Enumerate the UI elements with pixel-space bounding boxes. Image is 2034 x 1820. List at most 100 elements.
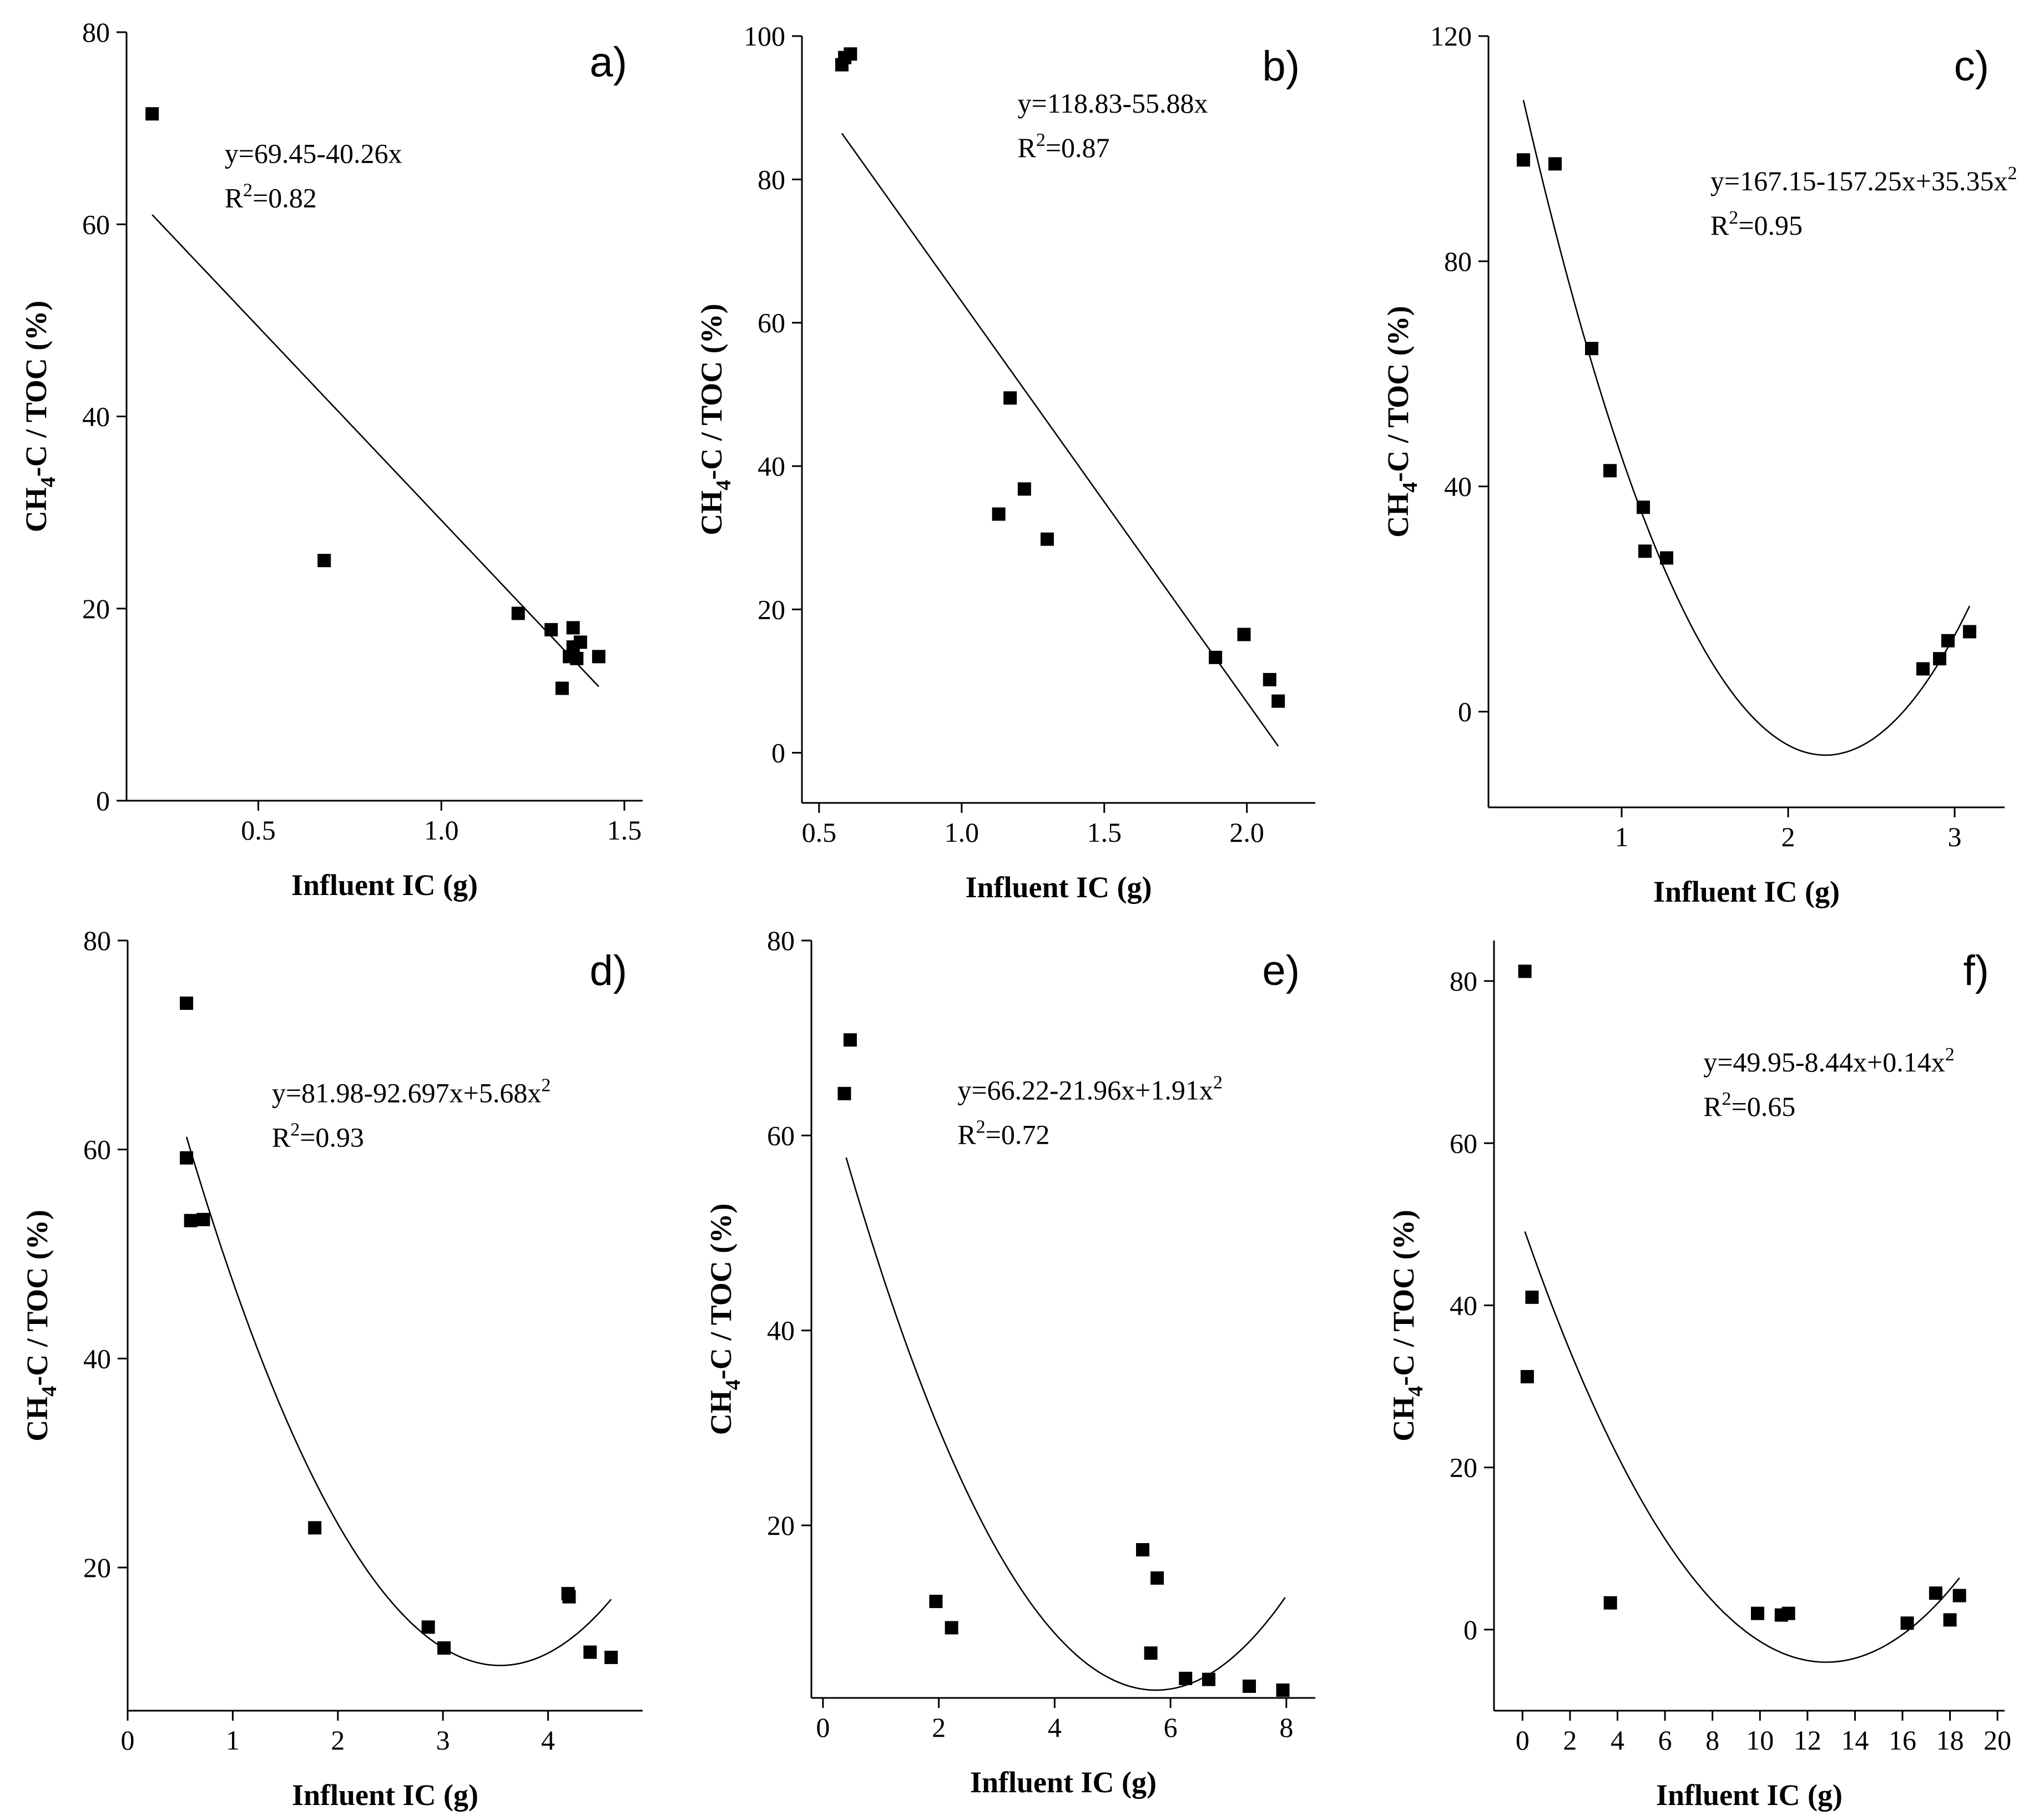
y-tick-label: 40 (767, 1315, 795, 1346)
y-axis-title-rest: -C / TOC (%) (19, 301, 53, 477)
data-point (592, 650, 605, 664)
data-point (562, 1590, 576, 1604)
data-point (1943, 1613, 1957, 1627)
data-point (1638, 544, 1652, 558)
r-squared: R2=0.82 (225, 180, 317, 213)
x-tick-label: 4 (1048, 1712, 1062, 1743)
x-axis-title: Influent IC (g) (970, 1766, 1157, 1799)
y-axis-title-sub: 4 (712, 480, 735, 491)
data-point (1963, 625, 1976, 639)
x-tick-label: 0.5 (802, 817, 837, 848)
y-axis-title-sub: 4 (37, 477, 60, 487)
x-tick-label: 20 (1983, 1725, 2011, 1756)
fit-equation: y=49.95-8.44x+0.14x2 (1703, 1044, 1955, 1078)
fit-curve (845, 1157, 1286, 1691)
r-squared: R2=0.72 (957, 1117, 1049, 1150)
x-axis-title: Influent IC (g) (1656, 1778, 1843, 1812)
data-point (1243, 1679, 1256, 1693)
x-tick-label: 3 (1948, 821, 1962, 852)
y-tick-label: 40 (1450, 1290, 1477, 1321)
data-point (573, 635, 587, 649)
data-point (437, 1641, 451, 1655)
x-tick-label: 3 (436, 1725, 450, 1756)
data-point (308, 1521, 322, 1535)
fit-equation: y=118.83-55.88x (1018, 88, 1208, 119)
data-point (1750, 1606, 1764, 1620)
x-tick-label: 1 (226, 1725, 240, 1756)
y-axis-title-main: CH (1387, 1397, 1420, 1442)
data-point (180, 1151, 194, 1165)
y-axis-title-main: CH (695, 491, 728, 535)
data-point (1603, 464, 1617, 478)
y-tick-label: 60 (83, 1134, 111, 1165)
y-axis-title: CH4-C / TOC (%) (21, 1210, 61, 1442)
x-tick-label: 0.5 (241, 815, 276, 846)
data-point (1040, 532, 1054, 546)
panel-label: b) (1262, 43, 1300, 90)
y-tick-label: 40 (1444, 471, 1472, 502)
y-axis-title-rest: -C / TOC (%) (1387, 1210, 1420, 1386)
y-axis-title-rest: -C / TOC (%) (695, 304, 728, 480)
data-point (583, 1645, 597, 1659)
y-axis-title-main: CH (1381, 493, 1415, 538)
x-tick-label: 1.0 (424, 815, 459, 846)
data-point (1202, 1672, 1215, 1686)
data-point (1209, 650, 1223, 664)
x-tick-label: 2 (331, 1725, 345, 1756)
data-point (196, 1212, 210, 1226)
data-point (180, 996, 194, 1010)
fit-equation: y=69.45-40.26x (225, 138, 402, 169)
data-point (1179, 1671, 1193, 1685)
fit-equation: y=66.22-21.96x+1.91x2 (957, 1073, 1223, 1106)
panel-label: a) (589, 39, 627, 86)
y-axis-title-sub: 4 (1399, 482, 1422, 493)
fit-curve (152, 214, 599, 687)
x-tick-label: 1.5 (1087, 817, 1122, 848)
y-tick-label: 40 (758, 451, 785, 482)
data-point (566, 621, 580, 635)
y-axis-title: CH4-C / TOC (%) (704, 1204, 745, 1435)
y-tick-label: 60 (767, 1120, 795, 1151)
y-tick-label: 80 (767, 925, 795, 956)
x-tick-label: 2 (1563, 1725, 1577, 1756)
y-tick-label: 40 (82, 401, 110, 432)
data-point (843, 1033, 857, 1047)
data-point (184, 1214, 198, 1227)
data-point (555, 681, 569, 695)
y-axis-title-rest: -C / TOC (%) (21, 1210, 54, 1386)
y-axis-title-sub: 4 (721, 1379, 745, 1390)
fit-equation: y=81.98-92.697x+5.68x2 (272, 1075, 551, 1108)
panel-label: d) (589, 947, 627, 994)
fit-curve (1522, 100, 1971, 756)
x-tick-label: 6 (1164, 1712, 1178, 1743)
data-point (1520, 1370, 1534, 1384)
data-point (1135, 1543, 1149, 1556)
y-axis-title: CH4-C / TOC (%) (1387, 1210, 1427, 1442)
data-point (544, 623, 558, 636)
y-tick-label: 120 (1430, 21, 1472, 52)
x-tick-label: 8 (1279, 1712, 1293, 1743)
x-tick-label: 16 (1889, 1725, 1916, 1756)
x-tick-label: 2 (932, 1712, 946, 1743)
y-axis-title-main: CH (704, 1390, 738, 1435)
panel-f: 0 2 4 6 8 10 12 14 16 18 20 0 20 40 60 80 Influent IC (g… (1387, 941, 2011, 1812)
data-point (1933, 652, 1946, 666)
data-point (1003, 391, 1017, 405)
data-point (1144, 1646, 1158, 1660)
data-point (992, 507, 1006, 521)
y-tick-label: 80 (82, 17, 110, 48)
y-axis-title-sub: 4 (1404, 1386, 1427, 1397)
y-tick-label: 60 (758, 307, 785, 338)
data-point (1941, 634, 1955, 648)
y-tick-label: 20 (758, 594, 785, 625)
y-tick-label: 60 (1450, 1128, 1477, 1159)
data-point (1660, 551, 1673, 565)
y-axis-title-main: CH (21, 1397, 54, 1442)
r-squared: R2=0.93 (272, 1119, 364, 1152)
y-axis-title-rest: -C / TOC (%) (1381, 306, 1415, 482)
x-tick-label: 18 (1936, 1725, 1964, 1756)
data-point (145, 107, 159, 121)
